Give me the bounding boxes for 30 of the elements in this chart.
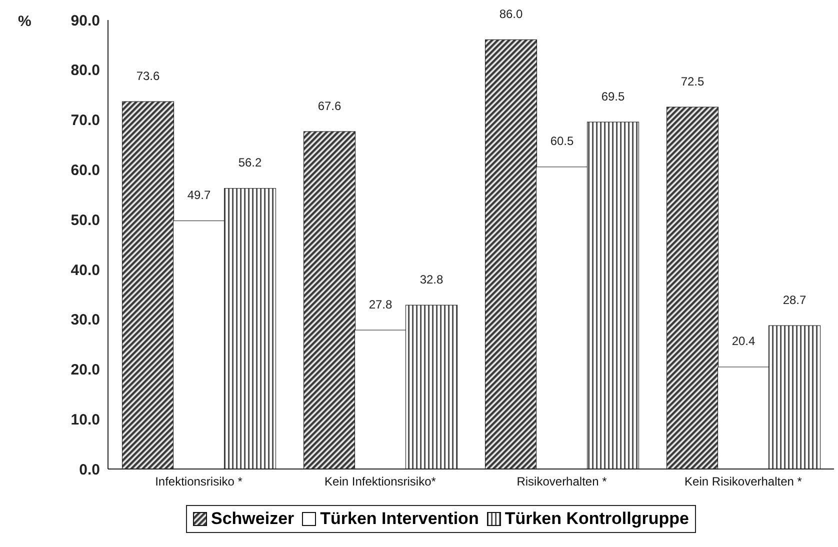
- y-tick-label: 10.0: [70, 411, 100, 428]
- data-label: 20.4: [732, 334, 756, 348]
- y-tick-label: 80.0: [70, 62, 100, 80]
- x-tick-label: Infektionsrisiko *: [155, 474, 243, 489]
- legend-label: Türken Kontrollgruppe: [504, 509, 689, 529]
- data-label: 49.7: [187, 188, 212, 202]
- data-label: 69.5: [601, 89, 626, 104]
- y-tick-label: 40.0: [70, 262, 100, 279]
- data-label: 60.5: [550, 134, 574, 148]
- y-tick-label: 70.0: [70, 112, 100, 130]
- y-tick-label: 50.0: [70, 212, 100, 229]
- y-tick-label: 20.0: [70, 362, 100, 379]
- y-tick-label: 90.0: [70, 12, 100, 30]
- y-tick-label: 0.0: [79, 461, 100, 478]
- x-tick-label: Kein Risikoverhalten *: [684, 474, 802, 489]
- data-label: 27.8: [368, 297, 393, 312]
- legend-label: Türken Intervention: [319, 509, 479, 529]
- data-label: 86.0: [499, 6, 524, 21]
- x-tick-label: Kein Infektionsrisiko*: [324, 474, 436, 489]
- y-axis-title: %: [18, 13, 32, 30]
- data-label: 72.5: [680, 74, 705, 88]
- y-tick-label: 30.0: [70, 312, 100, 329]
- data-label: 32.8: [420, 272, 444, 286]
- x-tick-label: Risikoverhalten *: [516, 474, 608, 489]
- data-label: 67.6: [318, 98, 342, 113]
- legend-label: Schweizer: [210, 509, 294, 529]
- y-tick-label: 60.0: [70, 162, 100, 179]
- data-label: 28.7: [782, 292, 807, 307]
- data-label: 56.2: [238, 156, 262, 170]
- data-label: 73.6: [136, 68, 160, 83]
